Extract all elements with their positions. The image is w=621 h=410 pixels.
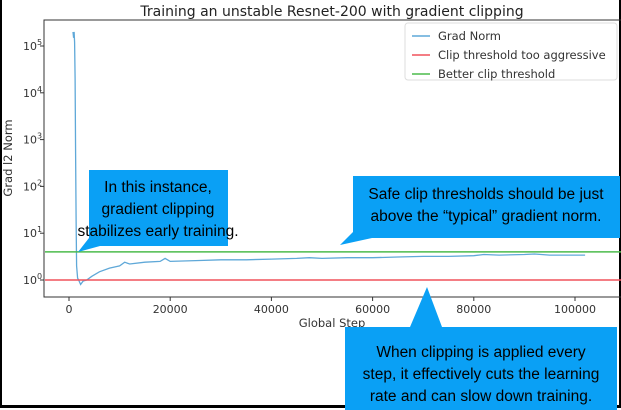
callout-text-line: step, it effectively cuts the learning — [363, 366, 600, 383]
legend: Grad Norm Clip threshold too aggressive Be… — [404, 22, 618, 81]
legend-entry: Better clip threshold — [438, 67, 555, 81]
x-tick-label: 0 — [66, 303, 73, 316]
callout-text-line: gradient clipping — [102, 201, 215, 218]
callout-bubble — [78, 170, 228, 252]
callout-text-line: rate and can slow down training. — [370, 388, 592, 405]
y-tick-label: 100 — [23, 272, 42, 287]
y-tick-label: 101 — [23, 225, 42, 240]
legend-entry: Grad Norm — [438, 29, 501, 43]
callout-text-line: stabilizes early training. — [77, 223, 238, 240]
y-tick-label: 103 — [23, 132, 42, 147]
y-axis-label: Grad l2 Norm — [1, 119, 15, 196]
x-tick-label: 100000 — [554, 303, 596, 316]
chart-title: Training an unstable Resnet-200 with gra… — [139, 4, 523, 20]
annotation-callout: When clipping is applied every step, it e… — [345, 287, 617, 410]
y-tick-label: 102 — [23, 178, 42, 193]
callout-bubble — [340, 176, 620, 245]
plot-frame — [43, 19, 621, 298]
series-line-grad-norm — [72, 31, 586, 286]
callout-text-line: above the “typical” gradient norm. — [371, 208, 602, 225]
x-tick-label: 80000 — [456, 303, 491, 316]
legend-entry: Clip threshold too aggressive — [438, 48, 606, 62]
annotation-callout: Safe clip thresholds should be just above… — [340, 176, 620, 245]
callout-text-line: Safe clip thresholds should be just — [368, 186, 604, 203]
callout-text-line: When clipping is applied every — [376, 344, 586, 361]
callout-text-line: In this instance, — [104, 179, 212, 196]
x-axis-label: Global Step — [299, 316, 366, 330]
callout-bubble — [345, 287, 617, 410]
y-tick-label: 104 — [23, 85, 42, 100]
y-tick-label: 105 — [23, 38, 42, 53]
x-tick-label: 40000 — [254, 303, 289, 316]
x-tick-label: 60000 — [355, 303, 390, 316]
annotation-callout: In this instance, gradient clipping stabil… — [77, 170, 239, 252]
x-tick-label: 20000 — [153, 303, 188, 316]
